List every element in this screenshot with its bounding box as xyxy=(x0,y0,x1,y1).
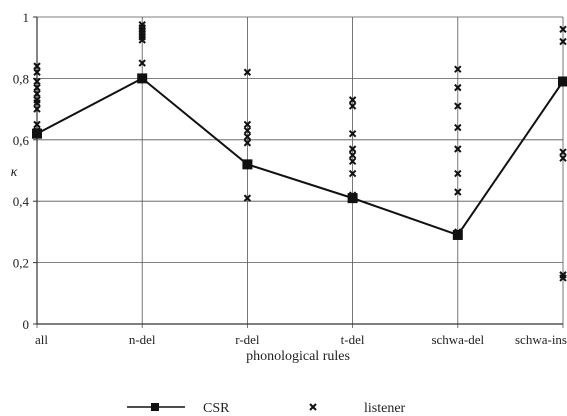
listener-point xyxy=(243,126,252,135)
listener-point xyxy=(33,99,41,107)
listener-point xyxy=(243,68,252,76)
legend-listener-marker xyxy=(309,403,317,411)
listener-point xyxy=(348,151,357,159)
legend: CSR listener xyxy=(127,401,406,416)
x-tick-labels: all n-del r-del t-del schwa-del schwa-ins xyxy=(35,332,567,347)
listener-point xyxy=(138,36,146,44)
legend-csr-marker xyxy=(151,403,159,411)
listener-point xyxy=(138,59,146,67)
listener-point xyxy=(348,96,357,104)
listener-point xyxy=(454,145,462,153)
listener-point xyxy=(454,102,462,110)
listener-point xyxy=(454,188,462,196)
listener-point xyxy=(33,105,41,113)
listener-point xyxy=(33,77,41,86)
listener-point xyxy=(559,148,567,156)
x-tick-label: all xyxy=(35,332,48,347)
listener-point xyxy=(243,120,252,129)
y-tick-labels: 0 0,2 0,4 0,6 0,8 1 xyxy=(13,10,30,332)
x-axis-label: phonological rules xyxy=(246,349,350,364)
legend-listener-label: listener xyxy=(364,401,406,416)
y-tick-label: 1 xyxy=(23,10,30,25)
listener-point xyxy=(243,139,252,147)
listener-point xyxy=(454,228,462,236)
x-tick-label: r-del xyxy=(235,332,260,347)
listener-point xyxy=(33,120,41,129)
listener-point xyxy=(454,169,462,178)
listener-point xyxy=(348,169,357,178)
listener-point xyxy=(348,102,357,110)
y-tick-label: 0,4 xyxy=(13,194,30,209)
csr-point xyxy=(452,229,463,240)
listener-point xyxy=(243,194,252,202)
listener-point xyxy=(559,154,567,162)
listener-series xyxy=(33,20,567,282)
listener-point xyxy=(348,157,357,165)
listener-point xyxy=(454,123,462,132)
listener-point xyxy=(348,191,357,199)
y-tick-label: 0,2 xyxy=(13,256,29,271)
csr-point xyxy=(558,76,567,87)
listener-point xyxy=(33,83,41,92)
x-tick-label: schwa-ins xyxy=(515,332,567,347)
y-tick-label: 0,8 xyxy=(13,71,29,86)
listener-point xyxy=(33,68,41,76)
listener-point xyxy=(243,133,252,141)
csr-series xyxy=(32,73,567,240)
listener-point xyxy=(33,90,41,98)
y-axis-label: κ xyxy=(11,165,18,180)
listener-point xyxy=(559,25,567,33)
listener-point xyxy=(454,65,462,73)
grid-lines xyxy=(36,16,564,328)
legend-csr-label: CSR xyxy=(203,401,230,416)
x-tick-label: schwa-del xyxy=(431,332,484,347)
x-tick-label: n-del xyxy=(129,332,156,347)
csr-point xyxy=(242,159,253,170)
listener-point xyxy=(348,129,357,138)
csr-point xyxy=(347,193,358,204)
listener-point xyxy=(559,37,567,46)
listener-point xyxy=(33,129,41,138)
csr-line xyxy=(36,77,564,237)
y-tick-label: 0 xyxy=(23,317,30,332)
listener-point xyxy=(138,74,146,83)
listener-point xyxy=(33,62,41,70)
listener-point xyxy=(348,145,357,153)
listener-point xyxy=(559,274,567,282)
listener-point xyxy=(454,83,462,92)
axes xyxy=(33,16,563,325)
y-tick-label: 0,6 xyxy=(13,133,30,148)
x-tick-label: t-del xyxy=(341,332,365,347)
